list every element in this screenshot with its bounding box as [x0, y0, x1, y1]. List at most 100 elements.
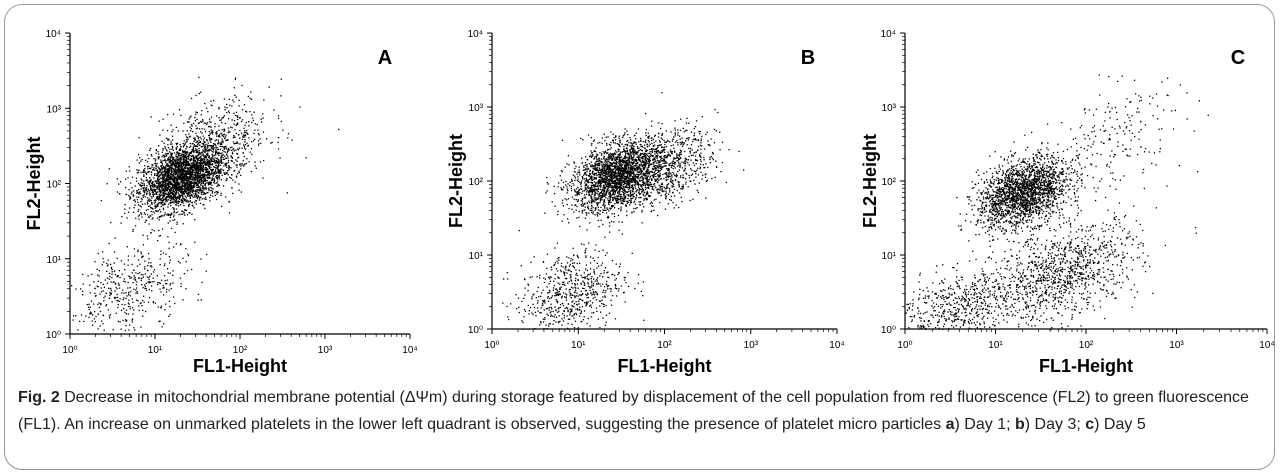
data-point	[190, 172, 192, 175]
data-point	[183, 193, 185, 195]
data-point	[136, 299, 138, 301]
data-point	[163, 191, 165, 194]
data-point	[258, 134, 260, 136]
data-point	[183, 156, 185, 158]
data-point	[240, 120, 243, 123]
data-point	[216, 182, 218, 184]
data-point	[163, 183, 165, 186]
data-point	[165, 197, 167, 199]
data-point	[243, 104, 246, 106]
data-point	[217, 168, 219, 171]
data-point	[198, 141, 200, 144]
data-point	[195, 170, 197, 172]
data-point	[240, 174, 242, 176]
data-point	[136, 292, 139, 294]
data-point	[200, 258, 202, 260]
data-point	[177, 152, 179, 154]
data-point	[143, 175, 145, 177]
data-point	[178, 205, 180, 207]
data-point	[157, 156, 159, 158]
data-point	[198, 173, 201, 175]
data-point	[143, 194, 145, 196]
data-point	[624, 132, 626, 134]
data-point	[218, 129, 220, 131]
data-point	[163, 192, 165, 194]
data-point	[170, 153, 172, 156]
data-point	[611, 189, 613, 191]
data-point	[212, 146, 214, 148]
data-point	[175, 169, 177, 172]
data-point	[606, 173, 608, 175]
data-point	[178, 186, 180, 188]
data-point	[203, 173, 206, 176]
data-point	[624, 144, 626, 146]
data-point	[142, 184, 144, 186]
data-point	[604, 201, 606, 203]
data-point	[632, 144, 634, 147]
data-point	[239, 137, 241, 139]
data-point	[603, 189, 605, 191]
data-point	[196, 150, 198, 152]
data-point	[233, 150, 235, 152]
data-point	[170, 152, 172, 154]
data-point	[140, 326, 142, 328]
data-point	[566, 186, 568, 188]
data-point	[241, 138, 244, 140]
data-point	[234, 142, 236, 145]
data-point	[599, 186, 602, 188]
data-point	[145, 209, 147, 211]
data-point	[187, 138, 189, 140]
data-point	[205, 170, 207, 172]
data-point	[163, 194, 165, 197]
data-point	[152, 211, 154, 213]
data-point	[155, 164, 157, 166]
data-point	[158, 229, 160, 232]
data-point	[164, 191, 166, 193]
data-point	[209, 162, 211, 164]
data-point	[207, 156, 210, 158]
data-point	[150, 116, 152, 118]
data-point	[606, 144, 608, 146]
data-point	[651, 142, 653, 145]
data-point	[189, 184, 191, 186]
data-point	[206, 161, 208, 163]
data-point	[596, 204, 599, 207]
x-tick-label: 10²	[233, 345, 248, 356]
data-point	[193, 176, 195, 179]
data-point	[622, 150, 624, 152]
data-point	[183, 176, 186, 178]
data-point	[656, 153, 659, 155]
data-point	[154, 173, 156, 175]
data-point	[164, 212, 166, 214]
data-point	[180, 243, 182, 245]
data-point	[661, 138, 663, 140]
data-point	[128, 293, 130, 295]
data-point	[212, 156, 214, 158]
data-point	[184, 190, 186, 192]
data-point	[200, 153, 202, 155]
data-point	[228, 212, 231, 214]
data-point	[597, 160, 599, 162]
data-point	[211, 146, 213, 148]
data-point	[192, 142, 194, 145]
data-point	[198, 186, 200, 188]
data-point	[213, 180, 216, 182]
data-point	[169, 148, 171, 150]
data-point	[225, 154, 228, 156]
data-point	[183, 199, 185, 201]
data-point	[200, 169, 202, 171]
data-point	[580, 199, 582, 202]
data-point	[94, 321, 96, 323]
data-point	[234, 181, 236, 183]
data-point	[250, 98, 253, 100]
data-point	[140, 197, 142, 200]
data-point	[170, 199, 172, 201]
data-point	[186, 269, 189, 272]
data-point	[557, 186, 559, 188]
data-point	[167, 193, 169, 195]
data-point	[593, 181, 595, 183]
data-point	[175, 243, 177, 245]
data-point	[631, 180, 633, 182]
data-point	[174, 169, 176, 171]
data-point	[177, 130, 180, 132]
